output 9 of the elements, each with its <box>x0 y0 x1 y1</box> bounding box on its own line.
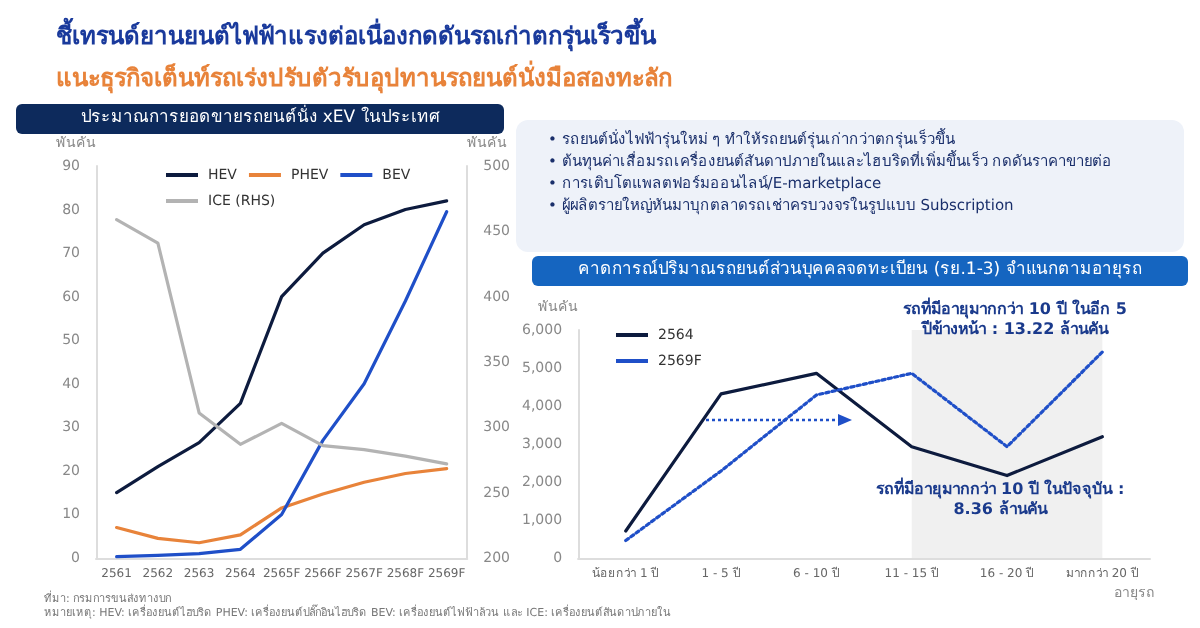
text: ชี้เทรนด์ยานยนต์ไฟฟ้าแรงต่อเนื่องกดดันรถเก่าตกรุ่นเร็วขึ้น <box>56 16 659 54</box>
chart-title: ประมาณการยอดขายรถยนต์นั่ง xEV ในประเทศ <box>16 104 504 134</box>
annotation: รถที่มีอายุมากกว่า 10 ปี ในปัจจุบัน : 8.36 ล้านคัน <box>873 480 1127 520</box>
text: แนะธุรกิจเต็นท์รถเร่งปรับตัวรับอุปทานรถยนต์นั่งมือสองทะลัก <box>56 58 674 96</box>
line-series <box>115 467 449 545</box>
chart-title: คาดการณ์ปริมาณรถยนต์ส่วนบุคคลจดทะเบียน (รย.1-3) จำแนกตามอายุรถ <box>532 256 1188 286</box>
annotation: รถที่มีอายุมากกว่า 10 ปี ในอีก 5 ปีข้างหน้า : 13.22 ล้านคัน <box>901 300 1129 340</box>
line-series <box>115 217 449 466</box>
line-series <box>115 210 449 559</box>
